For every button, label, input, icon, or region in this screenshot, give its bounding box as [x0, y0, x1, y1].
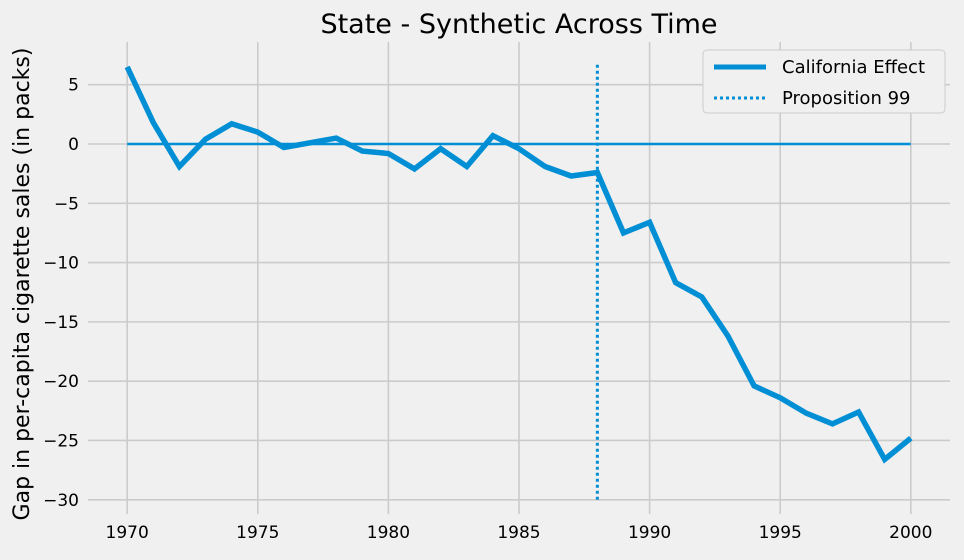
legend-label-california-effect: California Effect: [782, 57, 925, 78]
y-tick-label-neg25: −25: [43, 431, 79, 451]
x-tick-labels: 1970 1975 1980 1985 1990 1995 2000: [106, 523, 933, 543]
x-tick-label-1980: 1980: [367, 523, 410, 543]
series-line-california-effect: [124, 65, 913, 464]
y-tick-label-neg5: −5: [54, 194, 79, 214]
x-tick-label-2000: 2000: [889, 523, 932, 543]
x-tick-label-1990: 1990: [628, 523, 671, 543]
legend: California Effect Proposition 99: [702, 49, 946, 114]
x-tick-label-1970: 1970: [106, 523, 149, 543]
y-tick-label-neg10: −10: [43, 254, 79, 274]
y-tick-labels: 5 0 −5 −10 −15 −20 −25 −30: [43, 76, 79, 511]
x-tick-label-1985: 1985: [497, 523, 540, 543]
reference-lines: [127, 63, 911, 500]
y-tick-label-5: 5: [68, 76, 79, 96]
chart-title: State - Synthetic Across Time: [320, 9, 717, 40]
series-layer: [124, 65, 913, 464]
x-tick-label-1995: 1995: [759, 523, 802, 543]
y-tick-label-0: 0: [68, 135, 79, 155]
x-tick-label-1975: 1975: [236, 523, 279, 543]
y-tick-label-neg30: −30: [43, 491, 79, 511]
y-axis-label: Gap in per-capita cigarette sales (in pa…: [10, 48, 35, 521]
legend-label-proposition-99: Proposition 99: [782, 88, 910, 109]
y-tick-label-neg15: −15: [43, 313, 79, 333]
y-tick-label-neg20: −20: [43, 372, 79, 392]
